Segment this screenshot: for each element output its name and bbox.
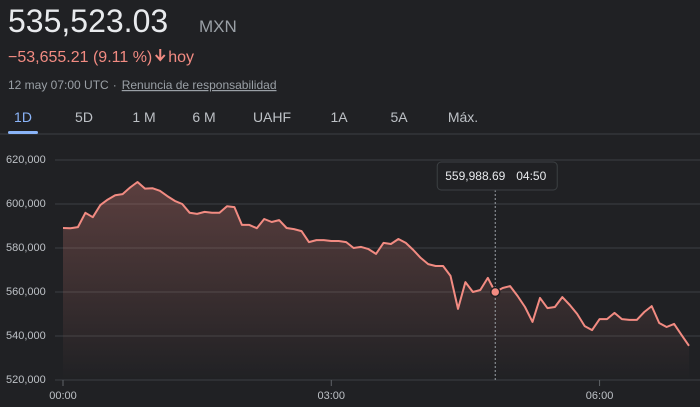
tooltip-time: 04:50 bbox=[516, 169, 546, 183]
tab[interactable]: 5D bbox=[75, 109, 93, 125]
tooltip-box bbox=[436, 161, 558, 191]
x-tick-label: 00:00 bbox=[49, 390, 77, 402]
price-line bbox=[62, 181, 690, 347]
y-tick-label: 620,000 bbox=[6, 154, 46, 166]
y-tick-label: 560,000 bbox=[6, 286, 46, 298]
y-tick-label: 600,000 bbox=[6, 198, 46, 210]
y-tick-label: 540,000 bbox=[6, 330, 46, 342]
change: −53,655.21 (9.11 %) bbox=[8, 49, 152, 66]
tab[interactable]: 6 M bbox=[192, 109, 215, 125]
disclaimer-link[interactable]: Renuncia de responsabilidad bbox=[122, 78, 277, 92]
period: hoy bbox=[168, 49, 194, 66]
separator: · bbox=[113, 78, 117, 92]
tab[interactable]: 1A bbox=[330, 109, 348, 125]
price: 535,523.03 bbox=[8, 3, 168, 39]
tab[interactable]: 1D bbox=[14, 109, 32, 125]
down-arrow bbox=[155, 49, 166, 62]
tab[interactable]: UAHF bbox=[253, 109, 291, 125]
currency: MXN bbox=[199, 17, 237, 36]
area-fill bbox=[63, 182, 689, 380]
chart: 520,000 540,000 560,000 580,000 600,000 620,0… bbox=[6, 154, 700, 402]
tabs: 1D 5D 1 M 6 M UAHF 1A 5A Máx. bbox=[8, 109, 478, 134]
hover-point bbox=[489, 286, 501, 298]
y-tick-label: 580,000 bbox=[6, 242, 46, 254]
x-tick-label: 03:00 bbox=[318, 390, 346, 402]
x-tick-label: 06:00 bbox=[586, 390, 614, 402]
tab[interactable]: Máx. bbox=[448, 109, 478, 125]
tab[interactable]: 1 M bbox=[132, 109, 155, 125]
tab[interactable]: 5A bbox=[390, 109, 408, 125]
tooltip-value: 559,988.69 bbox=[445, 169, 505, 183]
y-tick-label: 520,000 bbox=[6, 374, 46, 386]
tab-indicator bbox=[8, 131, 38, 134]
timestamp: 12 may 07:00 UTC bbox=[8, 78, 109, 92]
